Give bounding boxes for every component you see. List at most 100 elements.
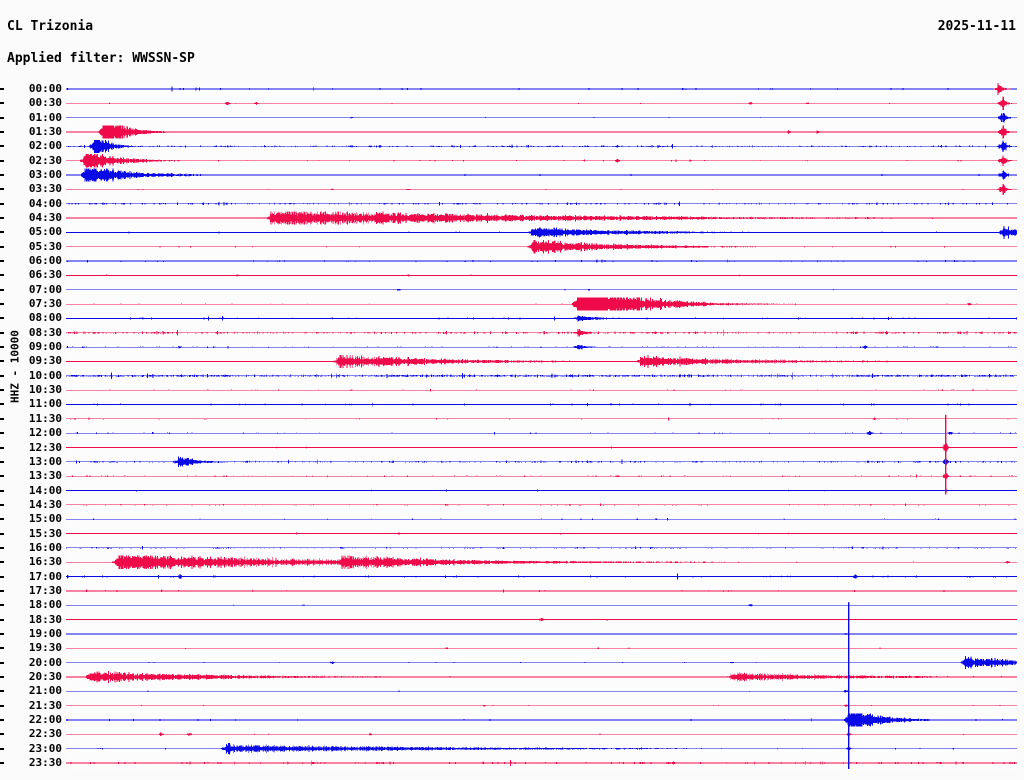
trace-row [66, 372, 1017, 380]
trace-row [66, 344, 1017, 350]
trace-row [66, 297, 1017, 311]
axis-tick [0, 489, 4, 492]
time-label: 09:30 [28, 354, 62, 368]
trace-row [66, 518, 1017, 521]
axis-tick [0, 331, 4, 334]
time-label: 15:30 [28, 526, 62, 540]
time-label: 06:30 [28, 268, 62, 282]
time-label: 10:30 [28, 383, 62, 397]
trace-row [66, 259, 1017, 263]
axis-tick [0, 575, 4, 578]
axis-tick [0, 417, 4, 420]
axis-tick [0, 718, 4, 721]
axis-tick [0, 503, 4, 506]
trace-row [66, 96, 1017, 110]
time-label: 19:00 [28, 626, 62, 640]
trace-row [66, 139, 1017, 153]
trace-row [66, 431, 1017, 436]
axis-tick [0, 432, 4, 435]
time-label: 21:00 [28, 684, 62, 698]
applied-filter-label: Applied filter: WWSSN-SP [7, 51, 195, 66]
trace-row [66, 589, 1017, 593]
time-label: 23:30 [28, 755, 62, 769]
axis-tick [0, 475, 4, 478]
trace-row [66, 211, 1017, 225]
time-label: 18:00 [28, 598, 62, 612]
axis-tick [0, 131, 4, 134]
trace-row [66, 656, 1017, 670]
time-label: 10:00 [28, 368, 62, 382]
time-label: 12:30 [28, 440, 62, 454]
trace-row [66, 168, 1017, 182]
time-label: 04:30 [28, 211, 62, 225]
trace-row [66, 732, 1017, 737]
time-label: 19:30 [28, 641, 62, 655]
time-label: 07:00 [28, 282, 62, 296]
axis-tick [0, 632, 4, 635]
axis-tick [0, 202, 4, 205]
axis-tick [0, 231, 4, 234]
axis-tick [0, 761, 4, 764]
time-label: 06:00 [28, 254, 62, 268]
time-label: 14:30 [28, 497, 62, 511]
axis-tick [0, 389, 4, 392]
trace-row [66, 704, 1017, 707]
time-label: 17:30 [28, 583, 62, 597]
axis-tick [0, 704, 4, 707]
time-label: 20:30 [28, 669, 62, 683]
axis-tick [0, 346, 4, 349]
time-label: 15:00 [28, 512, 62, 526]
trace-row [66, 472, 1017, 480]
trace-row [66, 417, 1017, 421]
trace-row [66, 647, 1017, 649]
time-label: 05:30 [28, 239, 62, 253]
axis-tick [0, 747, 4, 750]
time-label: 03:30 [28, 182, 62, 196]
axis-tick [0, 188, 4, 191]
axis-tick [0, 288, 4, 291]
time-label: 17:00 [28, 569, 62, 583]
trace-canvas [66, 82, 1017, 770]
time-label: 21:30 [28, 698, 62, 712]
trace-row [66, 274, 1017, 277]
time-label: 13:00 [28, 454, 62, 468]
axis-tick [0, 733, 4, 736]
axis-tick [0, 675, 4, 678]
axis-tick [0, 661, 4, 664]
trace-row [66, 503, 1017, 507]
trace-row [66, 389, 1017, 392]
axis-tick [0, 647, 4, 650]
trace-row [66, 154, 1017, 168]
time-label: 22:00 [28, 712, 62, 726]
time-label: 04:00 [28, 196, 62, 210]
axis-tick [0, 116, 4, 119]
trace-row [66, 713, 1017, 727]
axis-tick [0, 690, 4, 693]
axis-tick [0, 589, 4, 592]
time-label: 01:00 [28, 110, 62, 124]
trace-row [66, 183, 1017, 195]
trace-row [66, 354, 1017, 369]
trace-row [66, 671, 1017, 683]
time-label: 14:00 [28, 483, 62, 497]
axis-tick [0, 159, 4, 162]
trace-row [66, 225, 1017, 239]
trace-row [66, 555, 1017, 569]
time-axis: 00:00 00:30 01:00 01:30 02:00 02:30 03:00 03:30… [0, 82, 62, 770]
axis-tick [0, 317, 4, 320]
trace-row [66, 760, 1017, 766]
trace-row [66, 690, 1017, 693]
time-label: 08:30 [28, 325, 62, 339]
axis-tick [0, 360, 4, 363]
station-title: CL Trizonia [7, 19, 94, 34]
trace-row [66, 82, 1017, 96]
date-label: 2025-11-11 [937, 19, 1016, 34]
time-label: 05:00 [28, 225, 62, 239]
trace-row [66, 456, 1017, 468]
axis-tick [0, 274, 4, 277]
axis-tick [0, 245, 4, 248]
time-label: 13:30 [28, 469, 62, 483]
axis-tick [0, 374, 4, 377]
time-label: 11:00 [28, 397, 62, 411]
time-label: 20:00 [28, 655, 62, 669]
